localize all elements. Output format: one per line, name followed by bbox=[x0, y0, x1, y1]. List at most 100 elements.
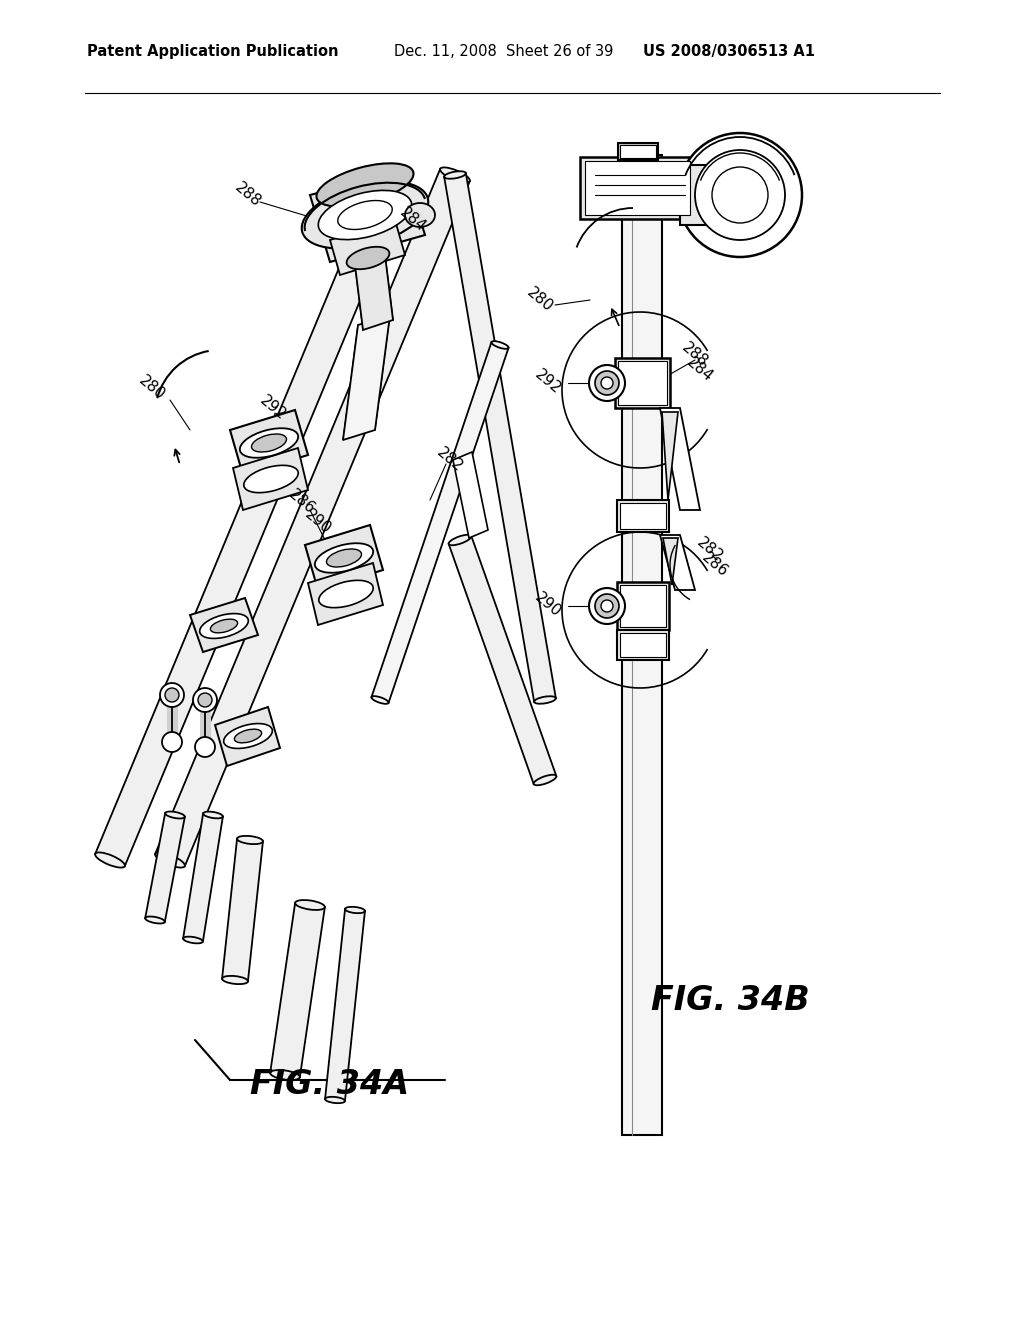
Ellipse shape bbox=[198, 693, 212, 708]
Text: FIG. 34B: FIG. 34B bbox=[650, 983, 809, 1016]
Ellipse shape bbox=[678, 133, 802, 257]
Polygon shape bbox=[449, 536, 556, 784]
Ellipse shape bbox=[444, 172, 466, 178]
Ellipse shape bbox=[238, 836, 263, 843]
Text: 290: 290 bbox=[532, 590, 564, 620]
Ellipse shape bbox=[210, 619, 238, 632]
Ellipse shape bbox=[183, 937, 203, 944]
Ellipse shape bbox=[302, 181, 428, 248]
Bar bbox=[585, 161, 690, 215]
Polygon shape bbox=[190, 598, 258, 652]
Ellipse shape bbox=[372, 696, 388, 704]
Bar bbox=[617, 582, 669, 630]
Ellipse shape bbox=[252, 434, 287, 451]
Polygon shape bbox=[372, 342, 509, 702]
Polygon shape bbox=[660, 408, 700, 510]
Ellipse shape bbox=[165, 688, 179, 702]
Polygon shape bbox=[355, 255, 393, 330]
Polygon shape bbox=[310, 170, 425, 261]
Text: 280: 280 bbox=[524, 285, 556, 315]
Text: US 2008/0306513 A1: US 2008/0306513 A1 bbox=[643, 44, 815, 58]
Polygon shape bbox=[183, 813, 223, 941]
Ellipse shape bbox=[346, 247, 389, 269]
Polygon shape bbox=[95, 169, 410, 866]
Polygon shape bbox=[308, 564, 383, 624]
Ellipse shape bbox=[316, 164, 414, 207]
Polygon shape bbox=[330, 220, 406, 275]
Polygon shape bbox=[270, 903, 325, 1077]
Ellipse shape bbox=[203, 812, 223, 818]
Ellipse shape bbox=[314, 544, 373, 573]
Polygon shape bbox=[230, 411, 308, 475]
Bar bbox=[620, 145, 656, 158]
Ellipse shape bbox=[601, 378, 613, 389]
Polygon shape bbox=[325, 909, 365, 1101]
Polygon shape bbox=[662, 412, 678, 500]
Ellipse shape bbox=[165, 812, 185, 818]
Polygon shape bbox=[215, 708, 280, 766]
Text: Dec. 11, 2008  Sheet 26 of 39: Dec. 11, 2008 Sheet 26 of 39 bbox=[394, 44, 613, 58]
Bar bbox=[622, 154, 662, 1135]
Ellipse shape bbox=[595, 371, 618, 395]
Bar bbox=[620, 503, 666, 529]
Bar bbox=[618, 143, 658, 160]
Polygon shape bbox=[305, 525, 383, 590]
Text: 284: 284 bbox=[397, 205, 429, 235]
Ellipse shape bbox=[318, 581, 373, 607]
Bar bbox=[615, 358, 670, 408]
Bar bbox=[618, 360, 667, 405]
Ellipse shape bbox=[318, 190, 412, 240]
Ellipse shape bbox=[534, 775, 556, 785]
Polygon shape bbox=[145, 813, 184, 921]
Ellipse shape bbox=[193, 688, 217, 711]
Ellipse shape bbox=[244, 466, 298, 492]
Ellipse shape bbox=[270, 1071, 300, 1080]
Text: 280: 280 bbox=[136, 374, 168, 403]
Text: 282: 282 bbox=[434, 445, 466, 475]
Text: 282: 282 bbox=[694, 535, 726, 565]
Ellipse shape bbox=[295, 900, 325, 909]
Ellipse shape bbox=[440, 168, 470, 182]
Ellipse shape bbox=[601, 601, 613, 612]
Ellipse shape bbox=[345, 907, 365, 913]
Text: 286: 286 bbox=[699, 550, 731, 579]
Polygon shape bbox=[156, 169, 470, 866]
Text: FIG. 34A: FIG. 34A bbox=[251, 1068, 410, 1101]
Text: 288: 288 bbox=[232, 180, 264, 210]
Text: 292: 292 bbox=[257, 393, 289, 424]
Polygon shape bbox=[222, 838, 263, 981]
Polygon shape bbox=[444, 173, 556, 702]
Ellipse shape bbox=[492, 341, 509, 348]
Polygon shape bbox=[343, 315, 390, 440]
Polygon shape bbox=[453, 451, 488, 539]
Text: Patent Application Publication: Patent Application Publication bbox=[87, 44, 339, 58]
Ellipse shape bbox=[162, 733, 182, 752]
Ellipse shape bbox=[589, 587, 625, 624]
Text: 286: 286 bbox=[286, 487, 317, 517]
Bar bbox=[617, 500, 669, 532]
Ellipse shape bbox=[195, 737, 215, 756]
Ellipse shape bbox=[327, 549, 361, 568]
Text: 284: 284 bbox=[684, 355, 716, 385]
Ellipse shape bbox=[325, 1097, 345, 1104]
Ellipse shape bbox=[160, 682, 184, 708]
Ellipse shape bbox=[380, 168, 410, 182]
Ellipse shape bbox=[223, 723, 272, 748]
Ellipse shape bbox=[155, 853, 185, 867]
Bar bbox=[617, 630, 669, 660]
Ellipse shape bbox=[338, 201, 392, 230]
Polygon shape bbox=[680, 165, 740, 224]
Bar bbox=[620, 585, 666, 627]
Ellipse shape bbox=[712, 168, 768, 223]
Ellipse shape bbox=[535, 696, 556, 704]
Polygon shape bbox=[233, 447, 308, 510]
Ellipse shape bbox=[695, 150, 785, 240]
Ellipse shape bbox=[234, 729, 261, 743]
Ellipse shape bbox=[406, 203, 435, 227]
Ellipse shape bbox=[200, 614, 248, 639]
Ellipse shape bbox=[145, 916, 165, 924]
Bar bbox=[580, 157, 695, 219]
Text: 292: 292 bbox=[532, 367, 564, 397]
Text: 290: 290 bbox=[302, 507, 334, 537]
Ellipse shape bbox=[595, 594, 618, 618]
